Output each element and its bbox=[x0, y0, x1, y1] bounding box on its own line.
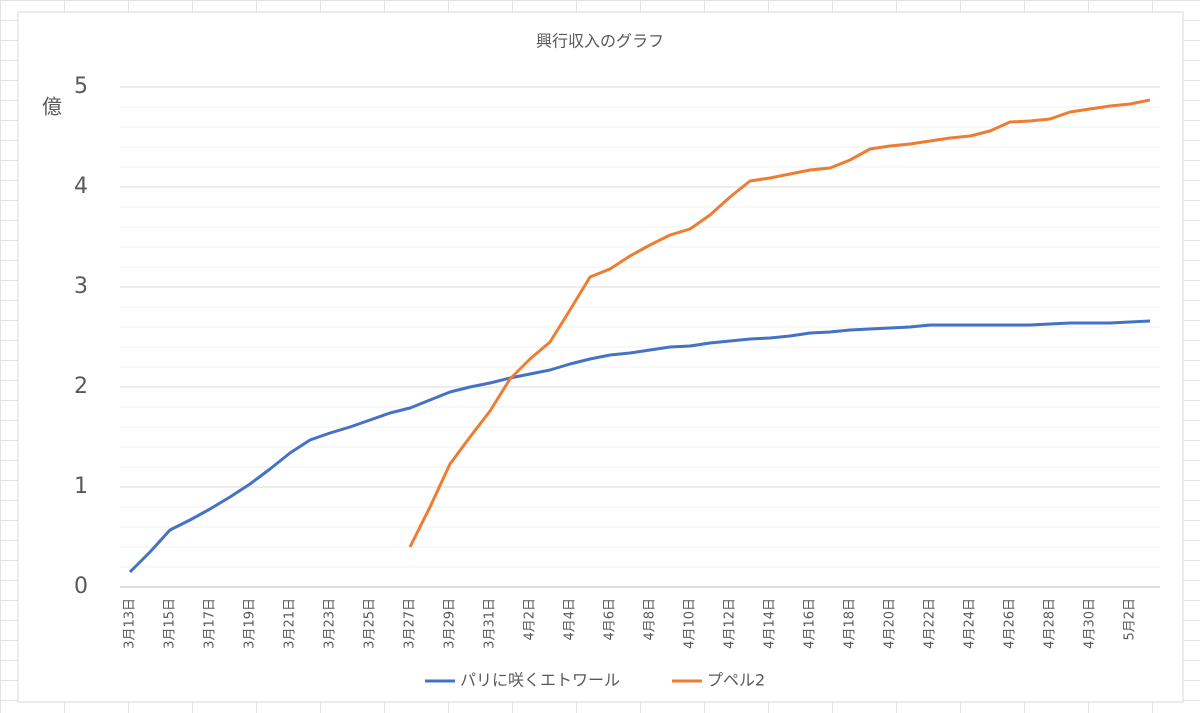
x-tick-label: 5月2日 bbox=[1123, 598, 1138, 641]
x-tick-label: 4月20日 bbox=[883, 598, 898, 649]
y-axis-label: 億 bbox=[42, 95, 62, 119]
chart-title: 興行収入のグラフ bbox=[536, 32, 664, 51]
y-tick-label: 3 bbox=[74, 274, 88, 299]
x-tick-label: 3月31日 bbox=[483, 598, 498, 649]
x-tick-label: 4月16日 bbox=[803, 598, 818, 649]
x-tick-label: 3月29日 bbox=[443, 598, 458, 649]
legend-label: パリに咲くエトワール bbox=[460, 671, 620, 690]
y-tick-label: 4 bbox=[74, 174, 88, 199]
x-tick-label: 4月26日 bbox=[1003, 598, 1018, 649]
x-tick-label: 3月15日 bbox=[163, 598, 178, 649]
x-tick-label: 3月27日 bbox=[403, 598, 418, 649]
x-tick-label: 4月18日 bbox=[843, 598, 858, 649]
x-tick-label: 4月2日 bbox=[523, 598, 538, 641]
x-tick-label: 3月21日 bbox=[283, 598, 298, 649]
y-tick-label: 0 bbox=[74, 574, 88, 599]
x-tick-label: 3月25日 bbox=[363, 598, 378, 649]
x-tick-label: 4月22日 bbox=[923, 598, 938, 649]
x-tick-label: 4月28日 bbox=[1043, 598, 1058, 649]
x-tick-label: 4月30日 bbox=[1083, 598, 1098, 649]
y-tick-label: 1 bbox=[74, 474, 88, 499]
x-tick-label: 3月19日 bbox=[243, 598, 258, 649]
x-tick-label: 4月12日 bbox=[723, 598, 738, 649]
x-tick-label: 4月8日 bbox=[643, 598, 658, 641]
series-line bbox=[128, 319, 1151, 574]
x-tick-label: 4月24日 bbox=[963, 598, 978, 649]
x-tick-label: 3月13日 bbox=[123, 598, 138, 649]
legend-label: プペル2 bbox=[707, 671, 765, 690]
x-tick-label: 3月17日 bbox=[203, 598, 218, 649]
y-tick-label: 5 bbox=[74, 74, 88, 99]
y-tick-label: 2 bbox=[74, 374, 88, 399]
series-line bbox=[408, 98, 1151, 548]
x-tick-label: 4月4日 bbox=[563, 598, 578, 641]
x-tick-label: 4月10日 bbox=[683, 598, 698, 649]
x-tick-label: 4月6日 bbox=[603, 598, 618, 641]
x-tick-label: 3月23日 bbox=[323, 598, 338, 649]
x-tick-label: 4月14日 bbox=[763, 598, 778, 649]
